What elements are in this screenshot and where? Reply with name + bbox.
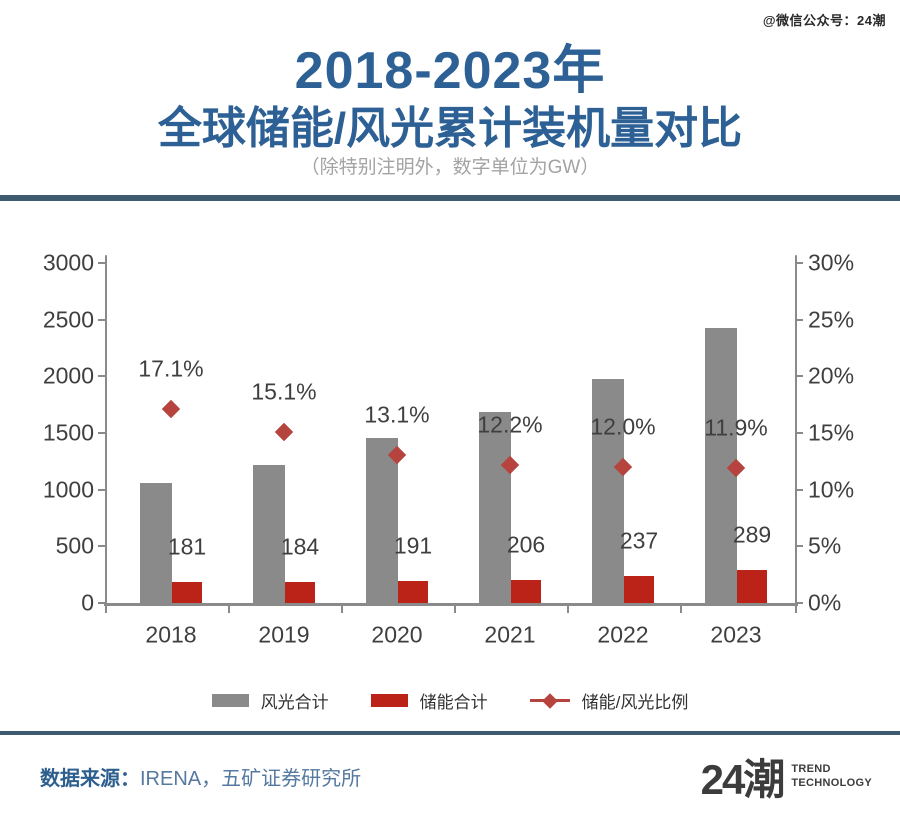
y-axis-left-tick bbox=[98, 432, 106, 434]
ratio-diamond-2018 bbox=[161, 399, 181, 419]
bar-storage-2023 bbox=[737, 570, 767, 603]
bar-storage-2020 bbox=[398, 581, 428, 603]
y-axis-right-tick bbox=[795, 545, 803, 548]
legend-label: 储能/风光比例 bbox=[581, 693, 689, 712]
x-axis-category-label: 2019 bbox=[258, 621, 310, 648]
legend-label: 风光合计 bbox=[260, 693, 329, 712]
y-axis-left-tick bbox=[98, 602, 106, 604]
bar-storage-label-2023: 289 bbox=[732, 521, 772, 548]
y-axis-left bbox=[105, 255, 107, 605]
y-axis-right-tick bbox=[795, 432, 803, 434]
data-source: 数据来源：IRENA，五矿证券研究所 bbox=[40, 762, 361, 791]
bar-windsolar-2018 bbox=[140, 483, 172, 603]
wechat-watermark: @微信公众号：24潮 bbox=[762, 13, 886, 28]
y-axis-right-tick bbox=[795, 262, 803, 264]
ratio-label-2018: 17.1% bbox=[138, 355, 204, 382]
bar-storage-2019 bbox=[285, 582, 315, 603]
y-axis-left-tick bbox=[98, 262, 106, 264]
y-axis-left-tick-label: 3000 bbox=[42, 249, 94, 276]
legend-item-windsolar: 风光合计 bbox=[211, 688, 329, 713]
ratio-line-diamond-icon bbox=[529, 692, 570, 709]
ratio-label-2021: 12.2% bbox=[477, 411, 543, 438]
x-axis-tick bbox=[227, 606, 230, 613]
bar-storage-2022 bbox=[624, 576, 654, 603]
x-axis-tick bbox=[340, 606, 343, 613]
y-axis-left-tick-label: 0 bbox=[81, 589, 94, 616]
legend-item-ratio: 储能/风光比例 bbox=[529, 688, 689, 713]
page-title-line2: 全球储能/风光累计装机量对比 bbox=[157, 104, 743, 153]
windsolar-swatch-icon bbox=[211, 694, 249, 707]
y-axis-right-tick bbox=[795, 602, 803, 604]
page-title-line1: 2018-2023年 bbox=[294, 42, 606, 100]
page-subtitle: （除特别注明外，数字单位为GW） bbox=[300, 157, 600, 178]
x-axis-tick bbox=[453, 606, 456, 613]
y-axis-left-tick-label: 2000 bbox=[42, 362, 94, 389]
y-axis-right-tick-label: 5% bbox=[808, 532, 842, 559]
ratio-label-2019: 15.1% bbox=[251, 378, 317, 405]
x-axis-tick bbox=[679, 606, 682, 613]
y-axis-right-tick bbox=[795, 318, 803, 321]
x-axis-category-label: 2023 bbox=[710, 621, 762, 648]
x-axis-category-label: 2018 bbox=[145, 621, 197, 648]
storage-swatch-icon bbox=[370, 694, 408, 707]
ratio-label-2020: 13.1% bbox=[364, 401, 430, 428]
y-axis-left-tick bbox=[98, 545, 106, 548]
ratio-diamond-2019 bbox=[274, 422, 294, 442]
y-axis-right-tick-label: 30% bbox=[808, 249, 855, 276]
legend-item-storage: 储能合计 bbox=[370, 688, 488, 713]
bar-windsolar-2020 bbox=[366, 437, 398, 603]
legend-label: 储能合计 bbox=[419, 693, 488, 712]
chart-legend: 风光合计 储能合计 储能/风光比例 bbox=[0, 688, 900, 713]
y-axis-right-tick-label: 20% bbox=[808, 362, 855, 389]
bar-storage-2018 bbox=[172, 582, 202, 603]
data-source-label: 数据来源： bbox=[40, 768, 140, 790]
bar-storage-label-2022: 237 bbox=[619, 527, 659, 554]
bar-windsolar-2022 bbox=[592, 379, 624, 603]
y-axis-left-tick bbox=[98, 318, 106, 321]
bar-storage-label-2020: 191 bbox=[393, 532, 433, 559]
logo-wordmark: 24潮 bbox=[700, 756, 786, 803]
y-axis-right-tick-label: 10% bbox=[808, 476, 855, 503]
y-axis-left-tick-label: 1000 bbox=[42, 476, 94, 503]
top-divider-line bbox=[0, 195, 900, 201]
y-axis-right bbox=[795, 255, 797, 605]
bottom-divider-line bbox=[0, 731, 900, 735]
bar-storage-label-2021: 206 bbox=[506, 531, 546, 558]
y-axis-left-tick bbox=[98, 488, 106, 491]
bar-windsolar-2019 bbox=[253, 464, 285, 603]
ratio-label-2022: 12.0% bbox=[590, 413, 656, 440]
brand-logo: 24潮 TREND TECHNOLOGY bbox=[701, 746, 872, 807]
x-axis bbox=[104, 603, 798, 606]
data-source-value: IRENA，五矿证券研究所 bbox=[140, 768, 362, 790]
x-axis-category-label: 2020 bbox=[371, 621, 423, 648]
y-axis-left-tick bbox=[98, 375, 106, 378]
y-axis-right-tick bbox=[795, 488, 803, 491]
bar-storage-label-2019: 184 bbox=[280, 533, 320, 560]
y-axis-right-tick bbox=[795, 375, 803, 378]
y-axis-left-tick-label: 1500 bbox=[42, 419, 94, 446]
x-axis-tick bbox=[795, 606, 797, 613]
y-axis-left-tick-label: 500 bbox=[55, 532, 94, 559]
logo-tagline: TREND TECHNOLOGY bbox=[791, 762, 872, 789]
x-axis-tick bbox=[105, 606, 107, 613]
y-axis-right-tick-label: 15% bbox=[808, 419, 855, 446]
y-axis-left-tick-label: 2500 bbox=[42, 306, 94, 333]
x-axis-category-label: 2022 bbox=[597, 621, 649, 648]
y-axis-right-tick-label: 25% bbox=[808, 306, 855, 333]
ratio-label-2023: 11.9% bbox=[704, 414, 768, 441]
x-axis-category-label: 2021 bbox=[484, 621, 536, 648]
x-axis-tick bbox=[566, 606, 569, 613]
bar-storage-2021 bbox=[511, 579, 541, 603]
bar-windsolar-2021 bbox=[479, 411, 511, 603]
y-axis-right-tick-label: 0% bbox=[808, 589, 842, 616]
bar-storage-label-2018: 181 bbox=[167, 533, 207, 560]
